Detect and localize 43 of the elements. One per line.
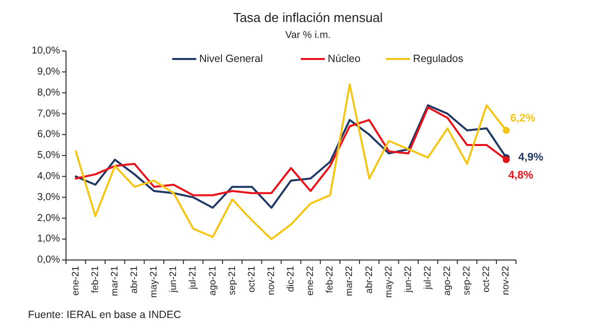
x-tick-label: ago-21	[207, 266, 218, 296]
x-tick-label: abr-22	[364, 266, 375, 294]
y-tick-label: 4,0%	[37, 171, 60, 182]
chart-subtitle: Var % i.m.	[285, 30, 331, 41]
y-tick-label: 2,0%	[37, 212, 60, 224]
y-tick-label: 5,0%	[37, 150, 60, 162]
x-tick-label: may-21	[148, 266, 160, 298]
source-note: Fuente: IERAL en base a INDEC	[28, 309, 182, 321]
data-label: 4,8%	[508, 170, 534, 182]
legend-label: Regulados	[413, 52, 464, 65]
y-tick-label: 9,0%	[37, 66, 60, 78]
y-tick-label: 1,0%	[37, 234, 60, 245]
x-tick-label: sep-21	[226, 266, 238, 296]
x-tick-label: nov-22	[500, 266, 512, 296]
x-tick-label: jun-21	[168, 266, 180, 294]
x-tick-label: dic-21	[286, 266, 297, 292]
x-tick-label: oct-21	[246, 266, 258, 292]
x-tick-label: jul-21	[188, 266, 199, 290]
x-tick-label: jul-22	[422, 266, 434, 290]
x-tick-label: ene-21	[70, 266, 82, 296]
x-tick-label: may-22	[383, 266, 394, 298]
y-tick-label: 0,0%	[37, 254, 60, 266]
y-tick-label: 7,0%	[37, 108, 60, 120]
x-tick-label: feb-22	[324, 266, 336, 293]
x-tick-label: nov-21	[266, 266, 277, 296]
x-tick-label: jun-22	[402, 266, 414, 294]
x-tick-label: ene-22	[305, 266, 316, 296]
x-tick-label: oct-22	[481, 266, 492, 292]
x-tick-label: abr-21	[128, 266, 140, 294]
x-tick-label: sep-22	[462, 266, 473, 296]
y-tick-label: 8,0%	[37, 87, 60, 98]
x-tick-label: ago-22	[442, 266, 454, 296]
data-label: 6,2%	[510, 112, 536, 124]
x-tick-label: mar-21	[109, 266, 120, 296]
y-tick-label: 6,0%	[37, 129, 60, 140]
y-tick-label: 3,0%	[37, 192, 60, 203]
x-tick-label: mar-22	[344, 266, 356, 296]
x-tick-label: feb-21	[90, 266, 101, 293]
legend-label: Núcleo	[328, 52, 361, 65]
chart-title: Tasa de inflación mensual	[233, 10, 383, 25]
data-label: 4,9%	[518, 151, 544, 164]
y-tick-label: 10,0%	[32, 46, 60, 57]
legend-label: Nivel General	[199, 52, 263, 65]
